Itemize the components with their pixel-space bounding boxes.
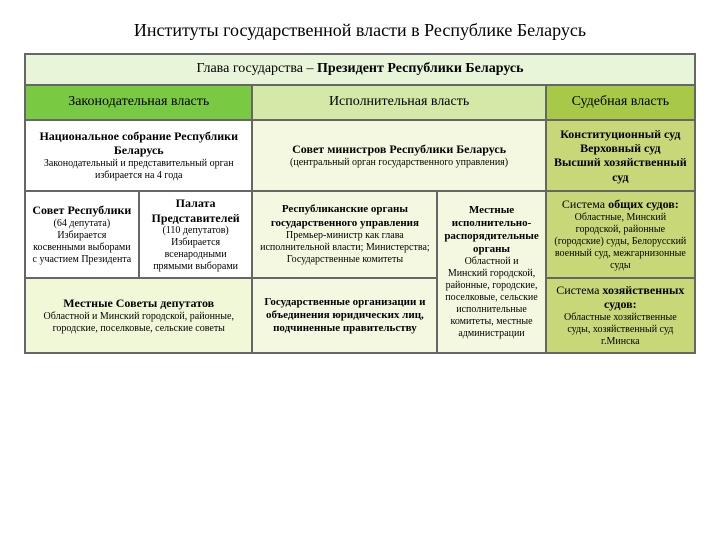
legislative-body: Национальное собрание Республики Беларус… [25, 120, 252, 192]
judicial-body: Конституционный суд Верховный суд Высший… [546, 120, 695, 192]
executive-body: Совет министров Республики Беларусь (цен… [252, 120, 545, 192]
const-court: Конституционный суд [560, 127, 680, 141]
palata-title: Палата Представителей [146, 196, 246, 225]
econ-sub: Областные хозяйственные суды, хозяйствен… [553, 312, 688, 348]
palata-sub: (110 депутатов) Избирается всенародными … [146, 225, 246, 273]
legislative-branch: Законодательная власть [25, 85, 252, 120]
sovet-title: Совет Республики [32, 203, 131, 217]
executive-branch: Исполнительная власть [252, 85, 545, 120]
econ-high-court: Высший хозяйственный суд [553, 155, 688, 184]
head-bold: Президент Республики Беларусь [317, 61, 524, 76]
page-title: Институты государственной власти в Респу… [24, 20, 696, 41]
house-reps: Палата Представителей (110 депутатов) Из… [139, 191, 253, 278]
sovet-sub: (64 депутата) Избирается косвенными выбо… [32, 218, 132, 266]
mest-sov-sub: Областной и Минский городской, районные,… [32, 311, 245, 335]
local-councils: Местные Советы депутатов Областной и Мин… [25, 278, 252, 353]
econ-title: Система хозяйственных судов: [553, 283, 688, 312]
council-republic: Совет Республики (64 депутата) Избираетс… [25, 191, 139, 278]
head-label: Глава государства – [196, 61, 313, 76]
common-courts: Система общих судов: Областные, Минский … [546, 191, 695, 278]
resp-org-sub: Премьер-министр как глава исполнительной… [259, 230, 430, 266]
resp-org-title: Республиканские органы государственного … [259, 203, 430, 229]
org-chart: Глава государства – Президент Республики… [24, 53, 696, 354]
exec-body-sub: (центральный орган государственного упра… [290, 157, 508, 169]
leg-body-sub: Законодательный и представительный орган… [32, 158, 245, 182]
common-title: Система общих судов: [562, 197, 679, 211]
leg-body-main: Национальное собрание Республики Беларус… [32, 129, 245, 158]
mest-sov-title: Местные Советы депутатов [63, 296, 214, 310]
judicial-branch: Судебная власть [546, 85, 695, 120]
gov-organizations: Государственные организации и объединени… [252, 278, 437, 353]
local-exec-organs: Местные исполнительно-распорядительные о… [437, 191, 545, 353]
head-of-state: Глава государства – Президент Республики… [25, 54, 695, 85]
common-sub: Областные, Минский городской, районные (… [553, 212, 688, 272]
mest-org-title: Местные исполнительно-распорядительные о… [444, 204, 538, 257]
mest-org-sub: Областной и Минский городской, районные,… [444, 256, 538, 340]
exec-body-main: Совет министров Республики Беларусь [292, 142, 506, 156]
supreme-court: Верховный суд [580, 141, 660, 155]
economic-courts: Система хозяйственных судов: Областные х… [546, 278, 695, 353]
republican-organs: Республиканские органы государственного … [252, 191, 437, 278]
